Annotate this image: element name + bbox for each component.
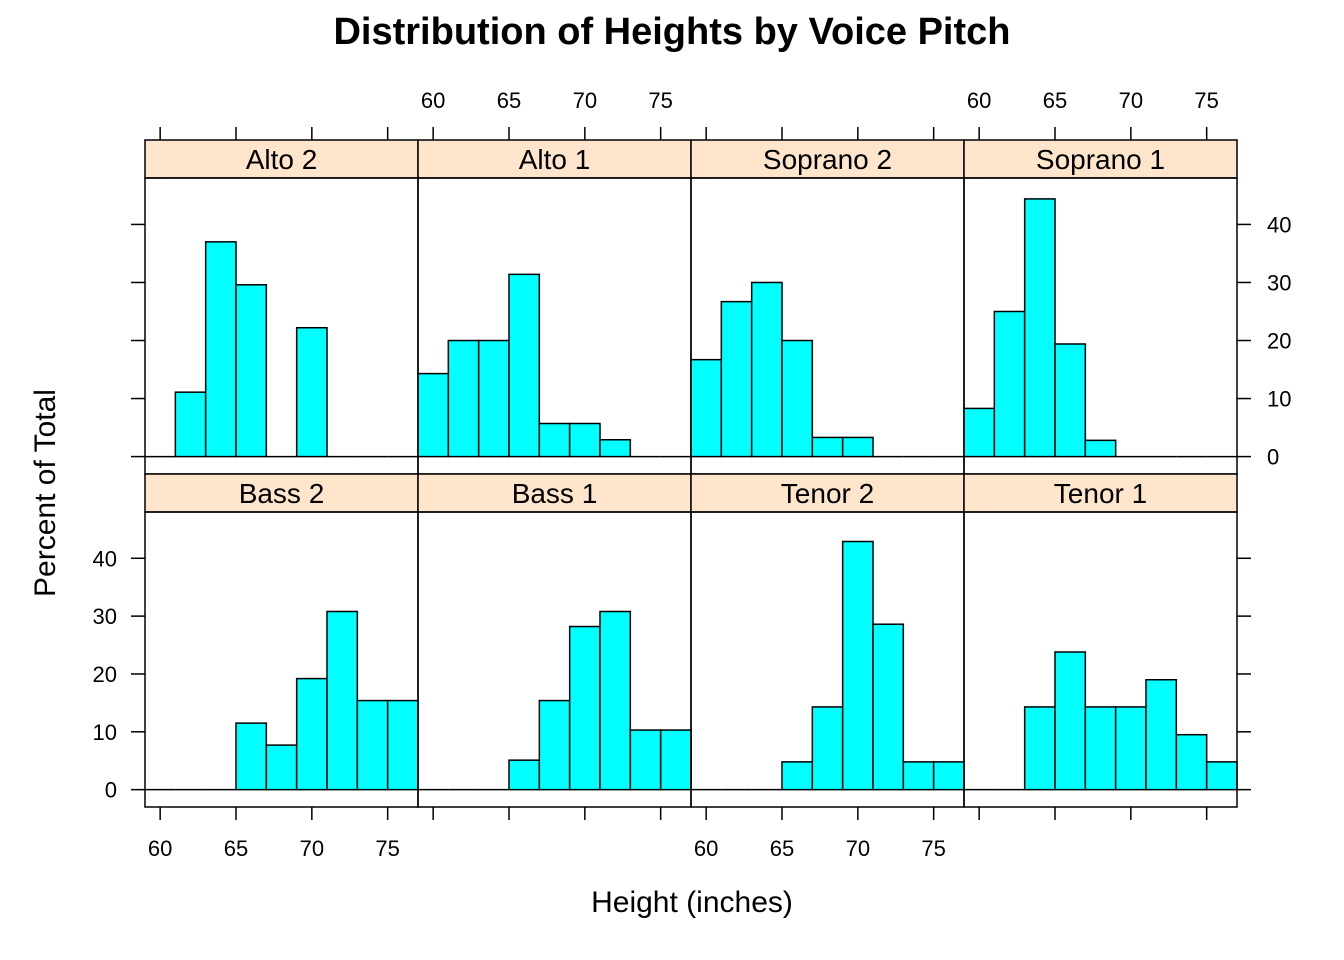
histogram-bar (204, 241, 237, 458)
y-tick-label: 0 (105, 778, 117, 803)
histogram-bar (295, 326, 328, 458)
histogram-bar (599, 439, 632, 458)
y-tick-label: 10 (1267, 387, 1291, 412)
y-tick-label: 20 (93, 662, 117, 687)
histogram-bar (1175, 733, 1208, 791)
panel-strip (144, 139, 419, 179)
histogram-bar (235, 284, 268, 458)
histogram-bar (963, 407, 996, 458)
histogram-bar (1084, 439, 1117, 458)
histogram-bar (1054, 343, 1087, 458)
x-tick-label: 75 (375, 836, 399, 861)
histogram-bar (599, 610, 632, 791)
panel-strip (963, 139, 1238, 179)
histogram-bar (750, 281, 783, 458)
y-axis-label: Percent of Total (29, 389, 62, 597)
x-tick-label: 65 (1043, 88, 1067, 113)
chart-title: Distribution of Heights by Voice Pitch (333, 11, 1010, 53)
histogram-bar (447, 339, 480, 458)
histogram-bar (508, 273, 541, 458)
histogram-bar (1023, 706, 1056, 791)
x-tick-label: 60 (148, 836, 172, 861)
panel-strip-label: Alto 2 (246, 144, 318, 175)
histogram-bar (356, 699, 389, 791)
panel-strip-label: Alto 1 (519, 144, 591, 175)
histogram-bar (538, 699, 571, 791)
histogram-bar (568, 625, 601, 791)
histogram-bar (568, 422, 601, 458)
x-tick-label: 70 (846, 836, 870, 861)
panel-strip-label: Soprano 2 (763, 144, 892, 175)
y-tick-label: 10 (93, 720, 117, 745)
x-tick-label: 65 (770, 836, 794, 861)
x-tick-label: 75 (921, 836, 945, 861)
histogram-bar (811, 706, 844, 791)
x-tick-label: 75 (648, 88, 672, 113)
histogram-bar (811, 436, 844, 458)
histogram-bar (295, 677, 328, 791)
histogram-bar (477, 339, 510, 458)
y-tick-label: 30 (93, 604, 117, 629)
x-tick-label: 70 (1119, 88, 1143, 113)
panel-strip (963, 473, 1238, 513)
histogram-bar (1084, 706, 1117, 791)
histogram-bar (1114, 706, 1147, 791)
panel-strip (144, 473, 419, 513)
histogram-bar (538, 422, 571, 458)
x-tick-label: 65 (497, 88, 521, 113)
histogram-bar (1205, 761, 1238, 791)
histogram-bar (902, 761, 935, 791)
panel-strip-label: Bass 2 (239, 478, 325, 509)
histogram-bar (1023, 198, 1056, 458)
histogram-bar (720, 300, 753, 458)
panel-strip (417, 473, 692, 513)
panel-strip-label: Soprano 1 (1036, 144, 1165, 175)
x-tick-label: 70 (573, 88, 597, 113)
histogram-bar (326, 610, 359, 791)
panel-frame (963, 511, 1238, 808)
panel-strip-label: Bass 1 (512, 478, 598, 509)
histogram-bar (386, 699, 419, 791)
histogram-bar (659, 729, 692, 791)
histogram-bar (265, 744, 298, 791)
y-tick-label: 0 (1267, 445, 1279, 470)
x-tick-label: 60 (694, 836, 718, 861)
x-tick-label: 60 (967, 88, 991, 113)
panel-strip-label: Tenor 1 (1054, 478, 1147, 509)
histogram-bar (781, 761, 814, 791)
x-axis-label: Height (inches) (591, 886, 793, 919)
histogram-bar (690, 358, 723, 458)
histogram-bar (872, 623, 905, 791)
histogram-bar (1145, 678, 1178, 791)
y-tick-label: 40 (93, 546, 117, 571)
y-tick-label: 40 (1267, 212, 1291, 237)
histogram-bar (932, 761, 965, 791)
x-tick-label: 60 (421, 88, 445, 113)
histogram-bar (174, 391, 207, 458)
histogram-bar (993, 310, 1026, 458)
x-tick-label: 65 (224, 836, 248, 861)
histogram-bar (629, 729, 662, 791)
y-tick-label: 30 (1267, 270, 1291, 295)
histogram-bar (1054, 651, 1087, 791)
x-tick-label: 75 (1194, 88, 1218, 113)
histogram-bar (841, 540, 874, 791)
histogram-bar (781, 339, 814, 458)
panel-strip (690, 473, 965, 513)
panel-strip-label: Tenor 2 (781, 478, 874, 509)
histogram-bar (508, 759, 541, 791)
histogram-bar (235, 722, 268, 791)
histogram-bar (841, 436, 874, 458)
histogram-bar (417, 372, 450, 458)
panels-group: Alto 2 Alto 1 60 65 70 75 Soprano 2 Soprano 1 60… (93, 88, 1292, 861)
x-tick-label: 70 (300, 836, 324, 861)
y-tick-label: 20 (1267, 329, 1291, 354)
